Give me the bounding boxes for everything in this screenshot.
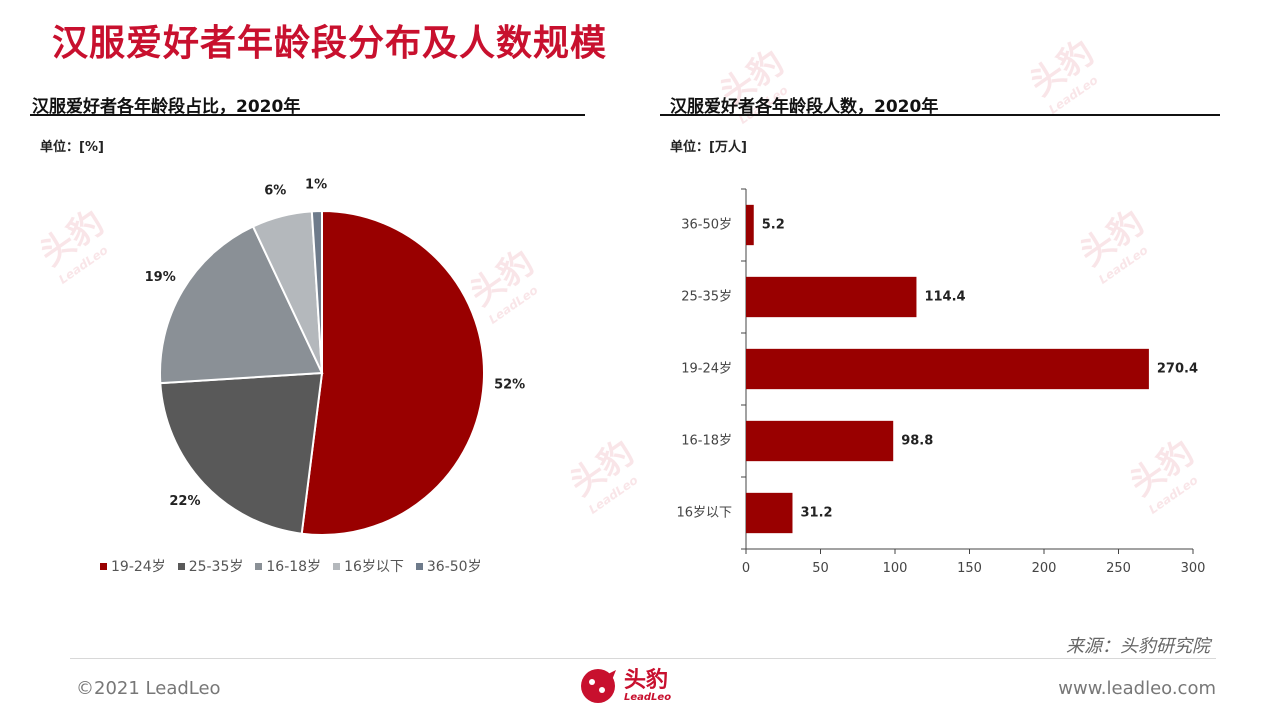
pie-value-label: 6% [264,183,286,198]
source-note: 来源：头豹研究院 [1066,636,1210,657]
legend-item: 16-18岁 [255,556,321,576]
pie-value-label: 19% [145,270,176,285]
legend-item: 16岁以下 [333,556,404,576]
bar-value-labels: 5.2 114.4 270.4 98.8 31.2 [762,218,1198,521]
legend-item: 25-35岁 [177,556,244,576]
pie-legend: 19-24岁 25-35岁 16-18岁 16岁以下 36-50岁 [100,556,540,576]
bar-category-label: 36-50岁 [681,218,732,233]
bar-category-label: 25-35岁 [681,290,732,305]
bar-x-tick-label: 150 [957,561,982,576]
pie-value-label: 1% [305,178,327,193]
pie-chart: 52% 22% 19% 6% 1% [145,178,526,536]
legend-swatch [100,562,107,570]
pie-slice-2 [159,225,324,385]
pie-labels: 52% 22% 19% 6% 1% [145,178,526,510]
bar-category-label: 19-24岁 [681,362,732,377]
pie-title-rule [30,114,585,116]
bar-x-tick-label: 250 [1106,561,1131,576]
logo-subtext: LeadLeo [624,691,672,703]
legend-item: 19-24岁 [100,556,166,576]
bar-chart: 36-50岁 25-35岁 19-24岁 16-18岁 16岁以下 5.2 114.4 27… [676,188,1206,576]
pie-value-label: 52% [494,377,525,392]
legend-swatch [333,562,341,570]
legend-swatch [177,562,185,570]
pie-slice-0 [300,209,485,536]
bar-4 [746,492,793,534]
bar-x-tick-label: 50 [812,561,829,576]
bar-unit-label: 单位：[万人] [670,140,747,155]
legend-item: 36-50岁 [415,556,482,576]
legend-label: 36-50岁 [426,559,482,575]
bar-value-label: 98.8 [901,434,933,449]
pie-slice-4 [310,209,323,374]
pie-slices [159,209,485,536]
pie-unit-label: 单位：[%] [40,140,104,155]
bar-x-tick-label: 300 [1181,561,1206,576]
bar-1 [746,276,917,318]
legend-swatch [415,562,423,570]
bar-x-tick-label: 200 [1032,561,1057,576]
bar-0 [746,204,754,246]
pie-slice-1 [159,371,324,535]
leadleo-logo: 头豹 LeadLeo [578,666,671,706]
watermark-7: 头豹 LeadLeo [1022,32,1102,117]
legend-label: 19-24岁 [111,559,166,575]
pie-value-label: 22% [169,494,200,509]
bar-bars [746,204,1149,534]
bar-2 [746,348,1149,390]
footer-divider [70,658,1216,659]
bar-value-label: 31.2 [800,506,832,521]
bar-value-label: 270.4 [1157,362,1198,377]
logo-text: 头豹 [624,667,669,693]
page-title: 汉服爱好者年龄段分布及人数规模 [52,23,608,64]
legend-label: 16岁以下 [344,559,404,575]
copyright-text: ©2021 LeadLeo [76,678,221,699]
bar-tick-labels: 0 50 100 150 200 250 300 [742,561,1206,576]
pie-chart-title: 汉服爱好者各年龄段占比，2020年 [32,97,301,117]
bar-category-labels: 36-50岁 25-35岁 19-24岁 16-18岁 16岁以下 [676,218,732,521]
bar-category-label: 16-18岁 [681,434,732,449]
bar-category-label: 16岁以下 [676,506,732,521]
bar-chart-title: 汉服爱好者各年龄段人数，2020年 [670,97,939,117]
legend-label: 16-18岁 [266,559,322,575]
bar-value-label: 114.4 [924,290,965,305]
legend-label: 25-35岁 [188,559,244,575]
bar-x-tick-label: 0 [742,561,750,576]
bar-x-tick-label: 100 [883,561,908,576]
leopard-logo-icon [581,669,616,703]
bar-3 [746,420,894,462]
bar-value-label: 5.2 [762,218,785,233]
legend-swatch [255,562,263,570]
bar-title-rule [660,114,1220,116]
website-url: www.leadleo.com [1058,678,1216,699]
